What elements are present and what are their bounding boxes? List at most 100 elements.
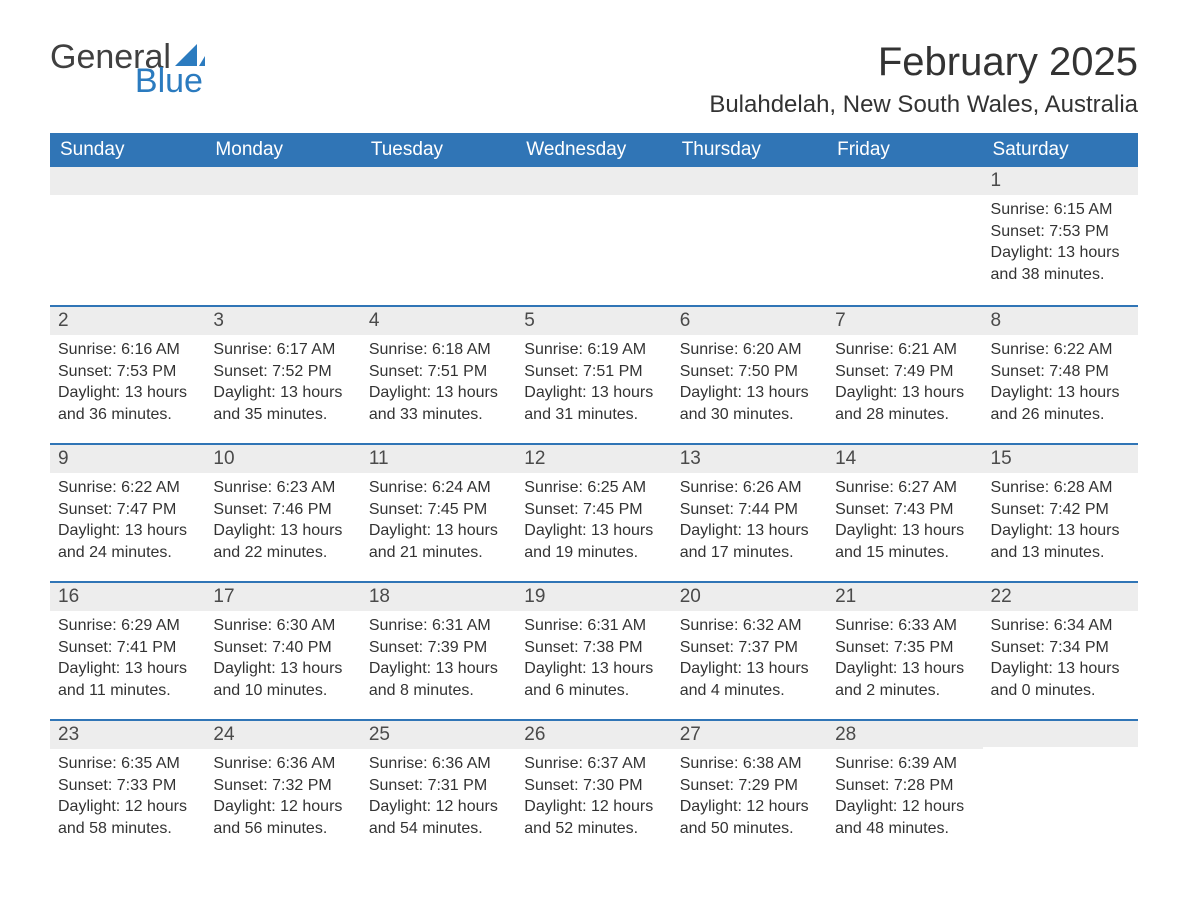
daylight-label: Daylight: [835,660,897,677]
sunrise-value: 6:24 AM [432,479,491,496]
sunset-label: Sunset: [213,363,267,380]
sunset-value: 7:47 PM [117,501,177,518]
day-details: Sunrise: 6:17 AMSunset: 7:52 PMDaylight:… [205,335,360,437]
day-details: Sunrise: 6:39 AMSunset: 7:28 PMDaylight:… [827,749,982,851]
sunset-value: 7:29 PM [738,777,798,794]
day-details: Sunrise: 6:31 AMSunset: 7:39 PMDaylight:… [361,611,516,713]
calendar-cell: 2Sunrise: 6:16 AMSunset: 7:53 PMDaylight… [50,305,205,443]
sunset-value: 7:45 PM [428,501,488,518]
daylight-line: Daylight: 12 hours and 48 minutes. [835,796,974,839]
sunrise-line: Sunrise: 6:26 AM [680,477,819,499]
sunrise-value: 6:25 AM [587,479,646,496]
day-details: Sunrise: 6:36 AMSunset: 7:32 PMDaylight:… [205,749,360,851]
sunrise-line: Sunrise: 6:36 AM [369,753,508,775]
daylight-label: Daylight: [524,522,586,539]
day-number: 6 [672,305,827,335]
calendar-cell: 15Sunrise: 6:28 AMSunset: 7:42 PMDayligh… [983,443,1138,581]
daylight-label: Daylight: [213,522,275,539]
brand-logo: General Blue [50,40,205,98]
daylight-label: Daylight: [680,384,742,401]
sunset-label: Sunset: [369,363,423,380]
day-number: 23 [50,719,205,749]
month-title: February 2025 [709,40,1138,85]
calendar-cell: 19Sunrise: 6:31 AMSunset: 7:38 PMDayligh… [516,581,671,719]
dayname-header: Wednesday [516,133,671,167]
calendar-cell [983,719,1138,857]
day-number: 8 [983,305,1138,335]
sunrise-line: Sunrise: 6:22 AM [991,339,1130,361]
sunset-value: 7:52 PM [272,363,332,380]
daylight-label: Daylight: [213,798,275,815]
day-number: 2 [50,305,205,335]
sunset-line: Sunset: 7:43 PM [835,499,974,521]
sunrise-value: 6:19 AM [587,341,646,358]
dayname-header: Saturday [983,133,1138,167]
daylight-label: Daylight: [369,798,431,815]
daylight-line: Daylight: 13 hours and 10 minutes. [213,658,352,701]
calendar-cell: 12Sunrise: 6:25 AMSunset: 7:45 PMDayligh… [516,443,671,581]
day-number: 9 [50,443,205,473]
calendar-week-row: 2Sunrise: 6:16 AMSunset: 7:53 PMDaylight… [50,305,1138,443]
sunrise-value: 6:16 AM [121,341,180,358]
day-number: 10 [205,443,360,473]
calendar-cell: 16Sunrise: 6:29 AMSunset: 7:41 PMDayligh… [50,581,205,719]
sunrise-line: Sunrise: 6:16 AM [58,339,197,361]
sunrise-label: Sunrise: [680,755,739,772]
calendar-cell: 1Sunrise: 6:15 AMSunset: 7:53 PMDaylight… [983,167,1138,305]
sunset-line: Sunset: 7:39 PM [369,637,508,659]
sunrise-label: Sunrise: [58,341,117,358]
sunset-line: Sunset: 7:38 PM [524,637,663,659]
sunrise-label: Sunrise: [524,617,583,634]
day-details: Sunrise: 6:30 AMSunset: 7:40 PMDaylight:… [205,611,360,713]
dayname-header: Tuesday [361,133,516,167]
daylight-line: Daylight: 13 hours and 4 minutes. [680,658,819,701]
sunrise-line: Sunrise: 6:15 AM [991,199,1130,221]
sunrise-value: 6:15 AM [1054,201,1113,218]
sunset-line: Sunset: 7:34 PM [991,637,1130,659]
sunset-value: 7:33 PM [117,777,177,794]
sunrise-value: 6:26 AM [743,479,802,496]
sunrise-label: Sunrise: [213,479,272,496]
sunset-label: Sunset: [991,501,1045,518]
day-details: Sunrise: 6:36 AMSunset: 7:31 PMDaylight:… [361,749,516,851]
sunrise-label: Sunrise: [835,479,894,496]
title-block: February 2025 Bulahdelah, New South Wale… [709,40,1138,119]
calendar-cell: 21Sunrise: 6:33 AMSunset: 7:35 PMDayligh… [827,581,982,719]
sunset-label: Sunset: [991,363,1045,380]
calendar-cell: 8Sunrise: 6:22 AMSunset: 7:48 PMDaylight… [983,305,1138,443]
day-number: 15 [983,443,1138,473]
sunset-label: Sunset: [213,501,267,518]
sunrise-line: Sunrise: 6:34 AM [991,615,1130,637]
day-details: Sunrise: 6:38 AMSunset: 7:29 PMDaylight:… [672,749,827,851]
day-details: Sunrise: 6:25 AMSunset: 7:45 PMDaylight:… [516,473,671,575]
sunrise-line: Sunrise: 6:30 AM [213,615,352,637]
sunset-line: Sunset: 7:28 PM [835,775,974,797]
sunset-value: 7:48 PM [1049,363,1109,380]
day-number-empty [205,167,360,195]
daylight-label: Daylight: [835,522,897,539]
sunrise-label: Sunrise: [369,341,428,358]
day-details: Sunrise: 6:27 AMSunset: 7:43 PMDaylight:… [827,473,982,575]
day-number: 4 [361,305,516,335]
sunrise-value: 6:29 AM [121,617,180,634]
daylight-line: Daylight: 13 hours and 0 minutes. [991,658,1130,701]
sunset-line: Sunset: 7:45 PM [524,499,663,521]
day-details: Sunrise: 6:37 AMSunset: 7:30 PMDaylight:… [516,749,671,851]
sunrise-label: Sunrise: [991,617,1050,634]
sunset-line: Sunset: 7:52 PM [213,361,352,383]
daylight-label: Daylight: [835,798,897,815]
day-details: Sunrise: 6:32 AMSunset: 7:37 PMDaylight:… [672,611,827,713]
day-details: Sunrise: 6:29 AMSunset: 7:41 PMDaylight:… [50,611,205,713]
daylight-label: Daylight: [680,798,742,815]
sunrise-line: Sunrise: 6:31 AM [524,615,663,637]
calendar-cell: 13Sunrise: 6:26 AMSunset: 7:44 PMDayligh… [672,443,827,581]
sunrise-value: 6:34 AM [1054,617,1113,634]
sunset-label: Sunset: [680,363,734,380]
daylight-label: Daylight: [524,384,586,401]
header: General Blue February 2025 Bulahdelah, N… [50,40,1138,119]
calendar-cell: 10Sunrise: 6:23 AMSunset: 7:46 PMDayligh… [205,443,360,581]
daylight-line: Daylight: 13 hours and 19 minutes. [524,520,663,563]
sunset-line: Sunset: 7:47 PM [58,499,197,521]
day-details: Sunrise: 6:24 AMSunset: 7:45 PMDaylight:… [361,473,516,575]
day-details: Sunrise: 6:26 AMSunset: 7:44 PMDaylight:… [672,473,827,575]
